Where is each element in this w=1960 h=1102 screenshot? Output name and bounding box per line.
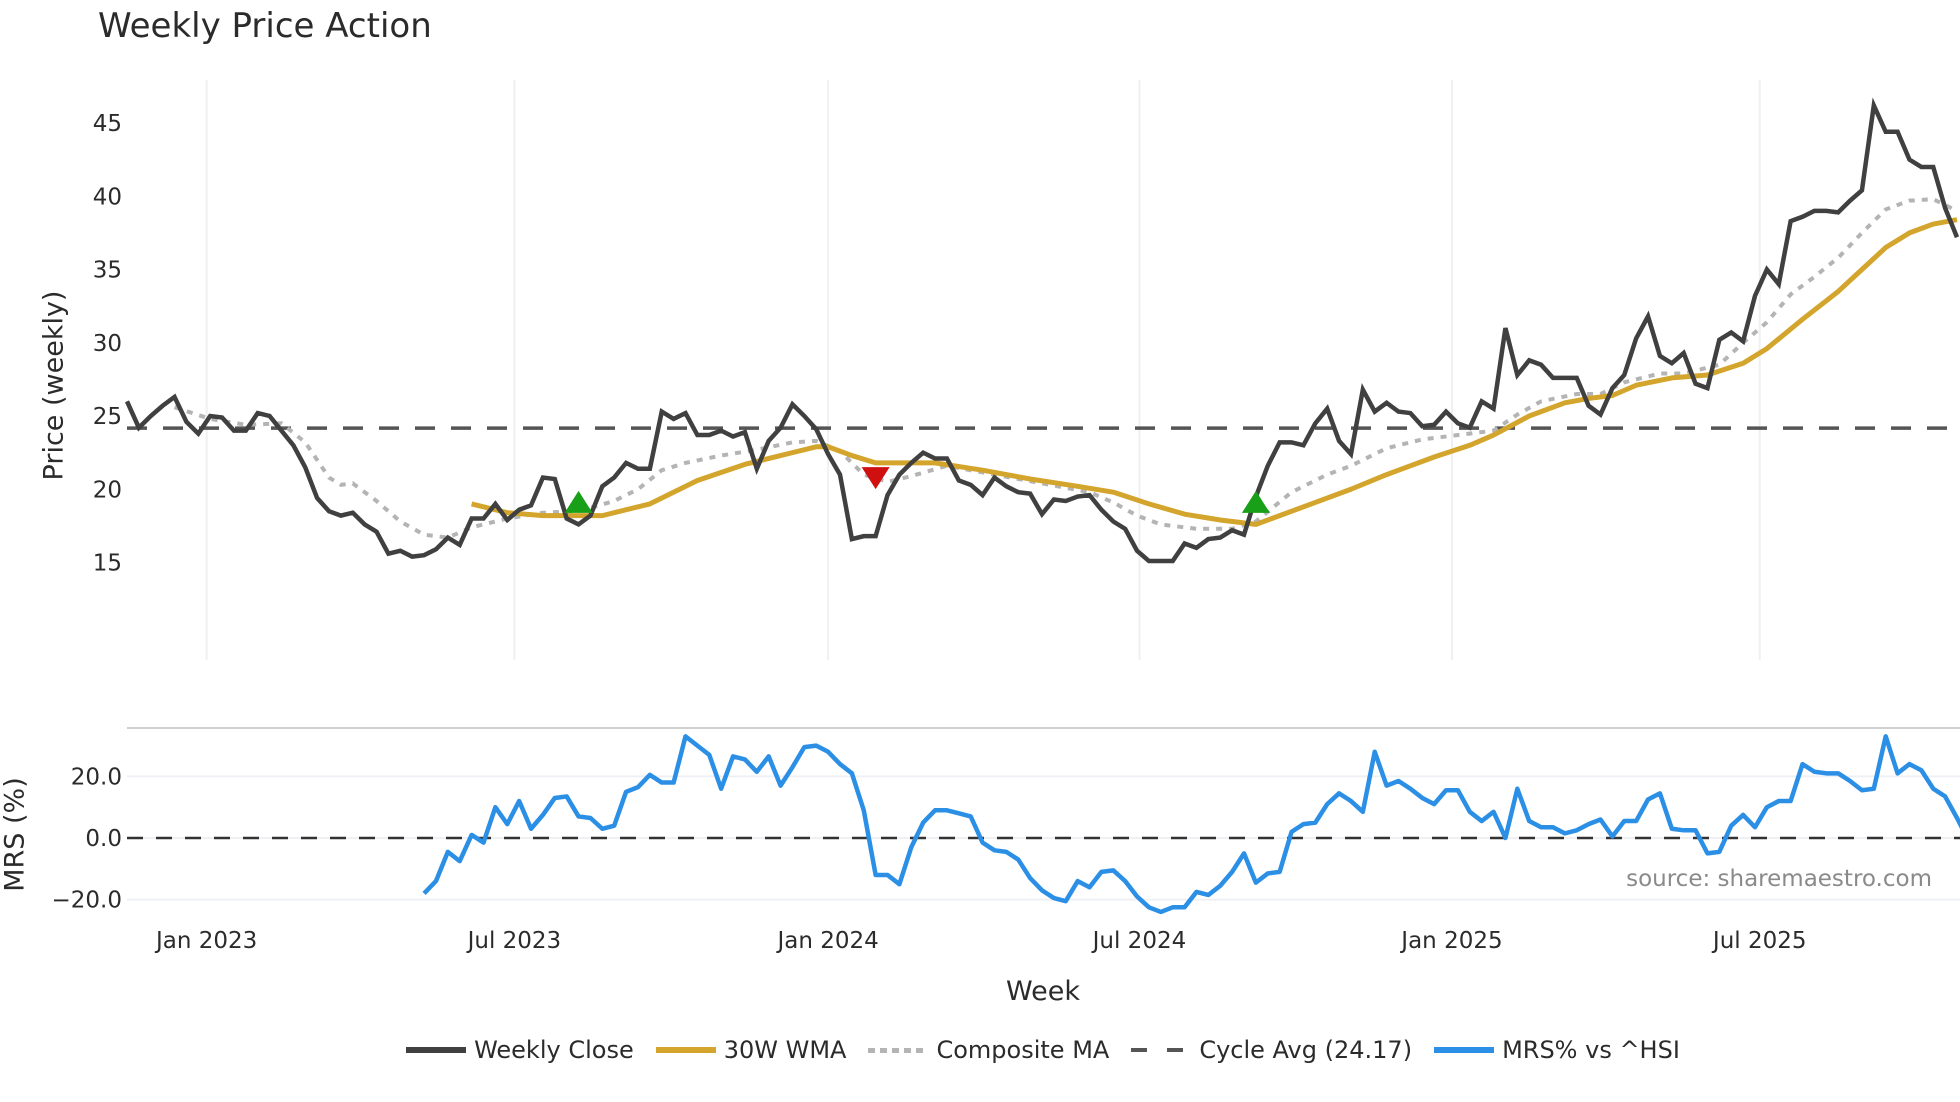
- line-solid-icon: [406, 1047, 467, 1053]
- line-solid-icon: [1434, 1047, 1495, 1053]
- price-y-ticks: 15 20 25 30 35 40 45: [93, 111, 122, 577]
- line-dotted-icon: [868, 1047, 929, 1053]
- chart-title: Weekly Price Action: [98, 6, 432, 46]
- legend-label: Composite MA: [936, 1036, 1110, 1064]
- svg-text:−20.0: −20.0: [52, 888, 122, 914]
- x-axis-label: Week: [1006, 976, 1080, 1007]
- svg-text:Jan 2024: Jan 2024: [775, 928, 878, 954]
- legend-item-weekly-close[interactable]: Weekly Close: [406, 1036, 634, 1064]
- svg-text:15: 15: [93, 551, 122, 577]
- svg-text:Jan 2025: Jan 2025: [1399, 928, 1502, 954]
- svg-text:Jan 2023: Jan 2023: [154, 928, 257, 954]
- svg-text:40: 40: [93, 184, 122, 210]
- svg-text:25: 25: [93, 404, 122, 430]
- legend-item-mrs[interactable]: MRS% vs ^HSI: [1434, 1036, 1680, 1064]
- sell-signal-icon: [861, 467, 890, 490]
- svg-text:20.0: 20.0: [71, 764, 122, 790]
- legend-item-composite-ma[interactable]: Composite MA: [868, 1036, 1109, 1064]
- svg-text:35: 35: [93, 258, 122, 284]
- x-axis-ticks: Jan 2023 Jul 2023 Jan 2024 Jul 2024 Jan 2025…: [154, 928, 1807, 954]
- line-dashed-icon: [1131, 1048, 1192, 1052]
- mrs-y-ticks: 20.0 0.0 −20.0: [52, 764, 122, 913]
- svg-text:30: 30: [93, 331, 122, 357]
- buy-signal-icon: [564, 490, 593, 513]
- gridlines: [127, 80, 1960, 901]
- legend-label: Cycle Avg (24.17): [1199, 1036, 1413, 1064]
- legend: Weekly Close 30W WMA Composite MA Cycle …: [0, 1036, 1960, 1064]
- legend-item-30w-wma[interactable]: 30W WMA: [655, 1036, 847, 1064]
- source-note: source: sharemaestro.com: [1626, 866, 1932, 892]
- svg-text:20: 20: [93, 477, 122, 503]
- line-solid-icon: [655, 1047, 716, 1053]
- svg-text:Jul 2023: Jul 2023: [466, 928, 562, 954]
- svg-text:0.0: 0.0: [85, 826, 122, 852]
- svg-text:Jul 2025: Jul 2025: [1711, 928, 1807, 954]
- buy-signal-icon: [1241, 490, 1270, 513]
- legend-label: MRS% vs ^HSI: [1502, 1036, 1680, 1064]
- svg-text:Jul 2024: Jul 2024: [1091, 928, 1187, 954]
- legend-item-cycle-avg[interactable]: Cycle Avg (24.17): [1131, 1036, 1412, 1064]
- price-series: [124, 97, 1960, 564]
- signal-markers: [564, 467, 1270, 513]
- legend-label: 30W WMA: [723, 1036, 847, 1064]
- mrs-series: [127, 734, 1960, 915]
- svg-text:45: 45: [93, 111, 122, 137]
- legend-label: Weekly Close: [474, 1036, 634, 1064]
